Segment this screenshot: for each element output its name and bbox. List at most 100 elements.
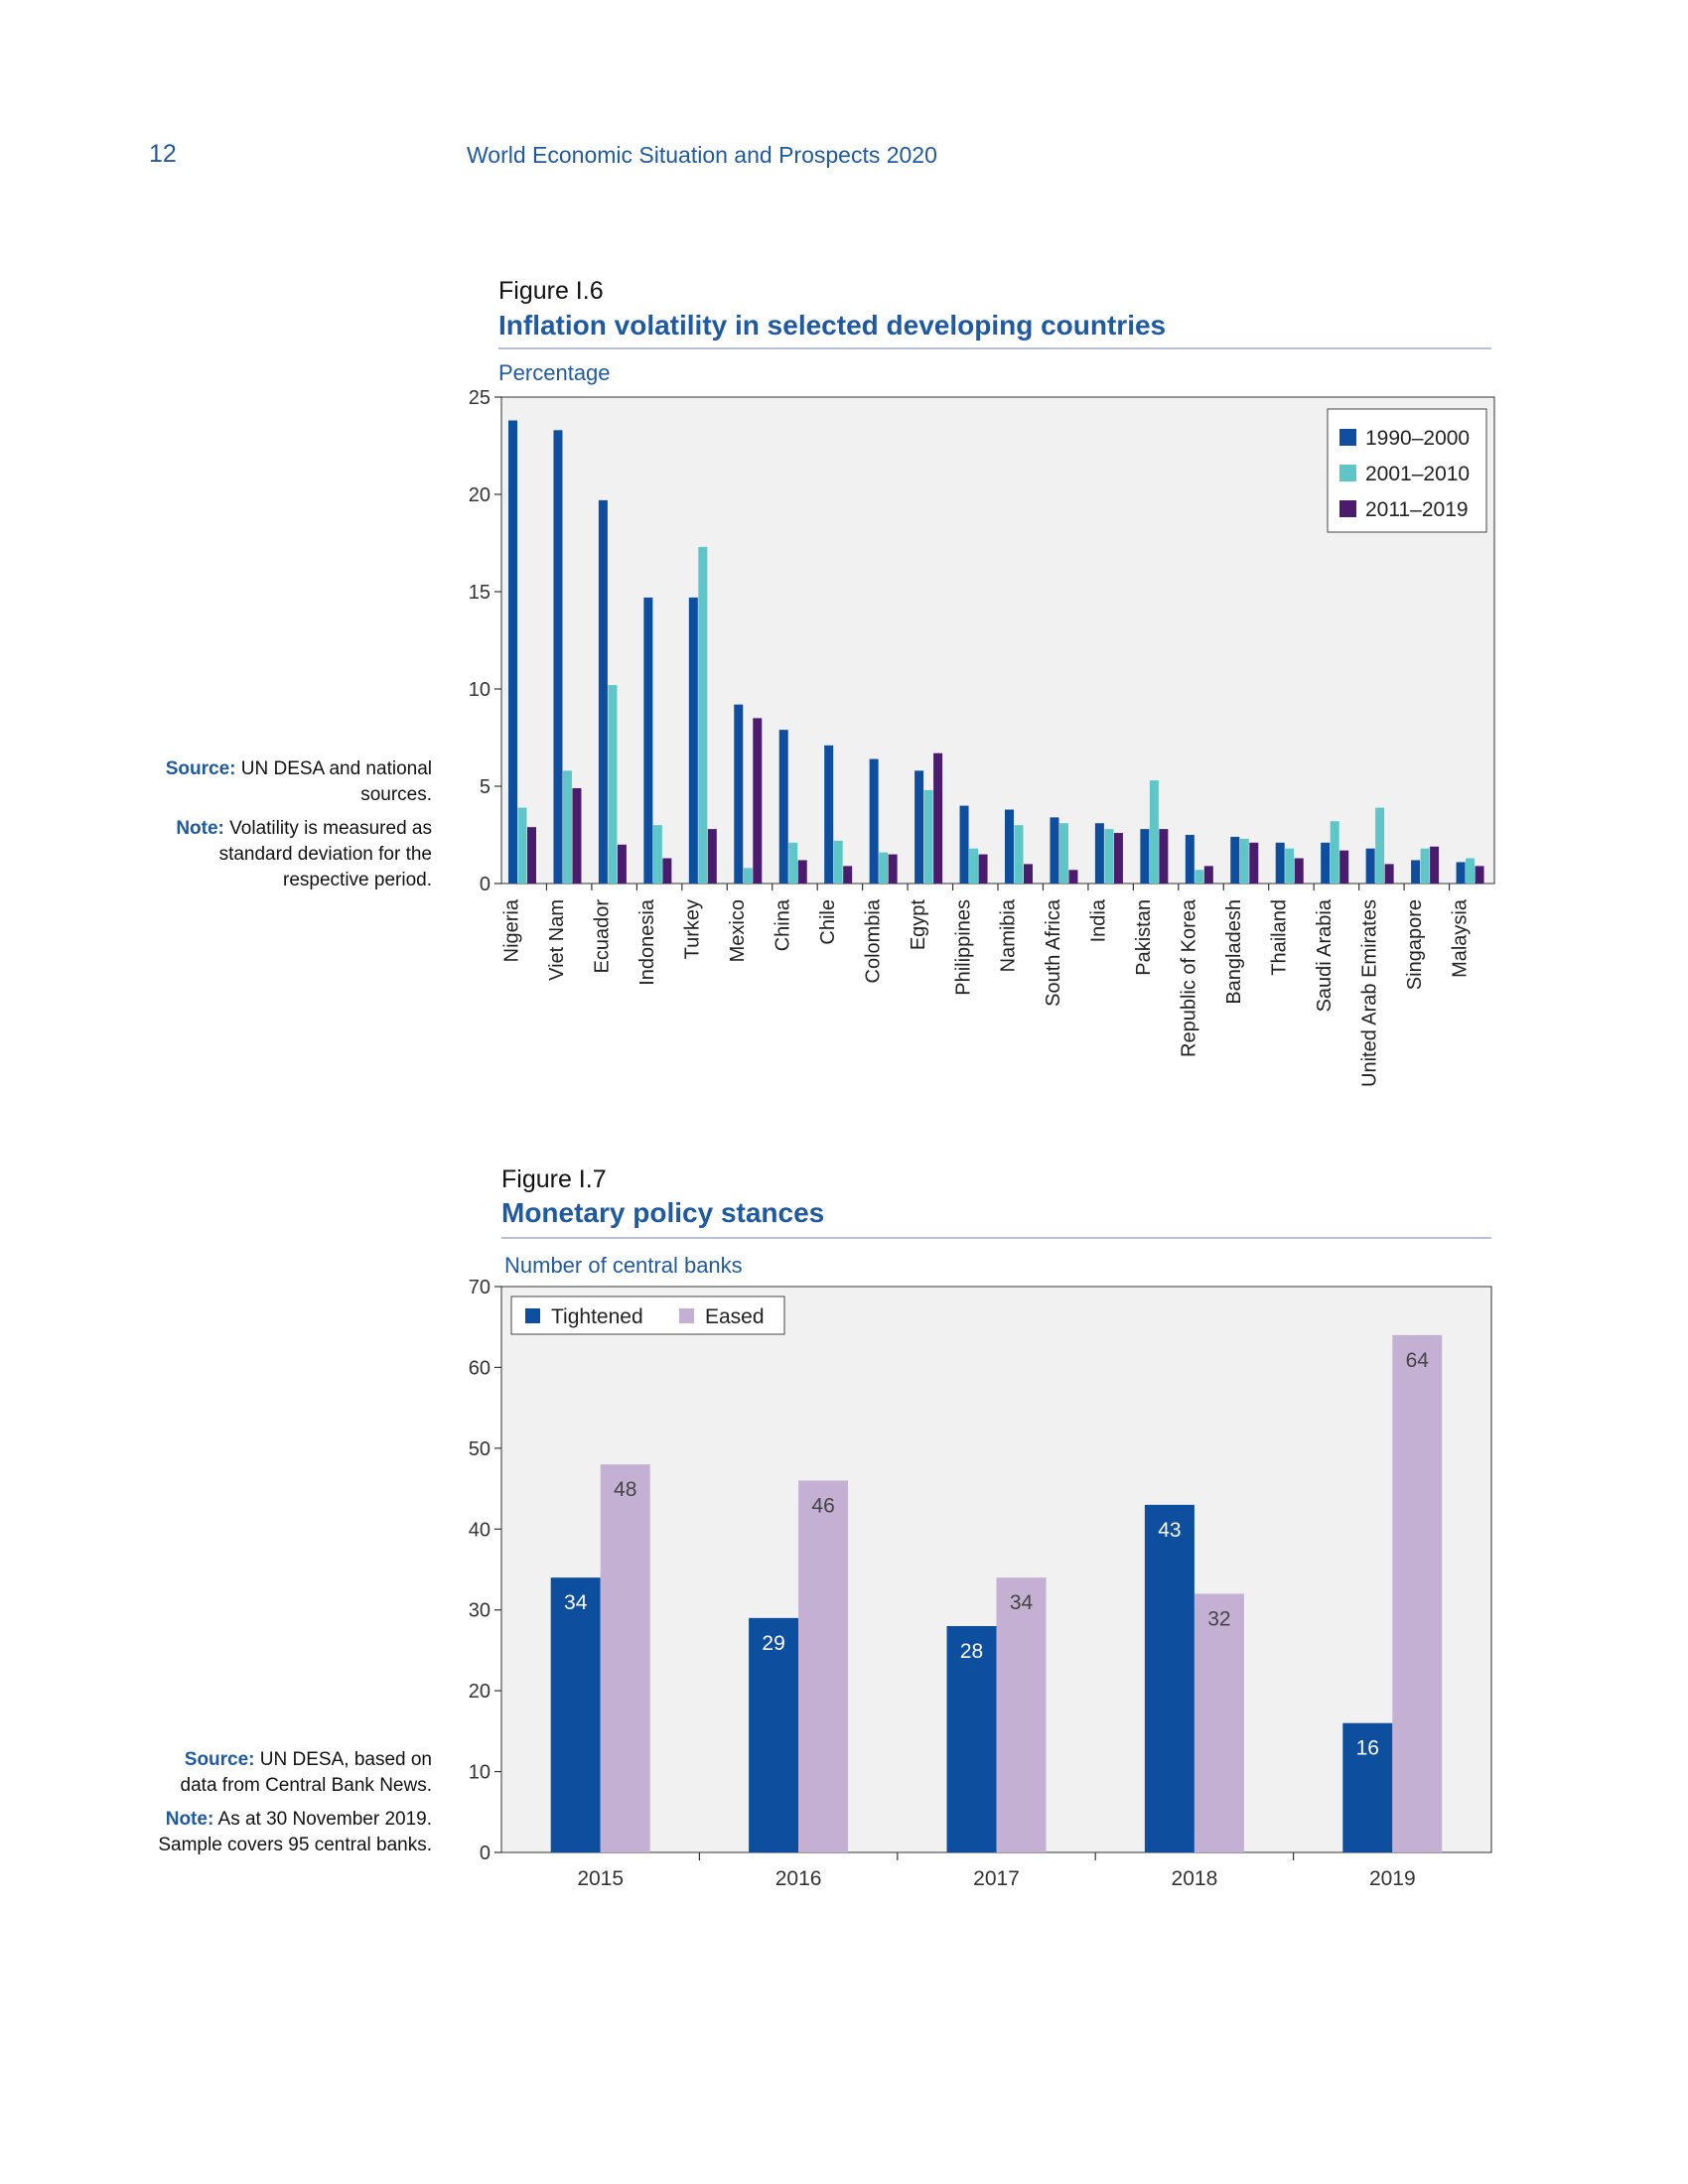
bar-philippines-1990-2000 xyxy=(959,805,969,884)
bar-singapore-2011-2019 xyxy=(1430,846,1440,884)
bar-philippines-2001-2010 xyxy=(969,848,979,884)
figure-6-notes: Source: UN DESA and national sources. No… xyxy=(144,756,432,901)
bar-indonesia-2001-2010 xyxy=(652,825,662,884)
bar-pakistan-2011-2019 xyxy=(1159,829,1169,884)
data-label-2015-eased: 48 xyxy=(614,1478,636,1501)
bar-bangladesh-2001-2010 xyxy=(1239,838,1249,884)
y-tick-label: 20 xyxy=(469,484,491,506)
figure-7-rule xyxy=(501,1237,1491,1239)
bar-india-2001-2010 xyxy=(1104,829,1114,884)
y-tick-label: 20 xyxy=(469,1681,491,1703)
bar-malaysia-1990-2000 xyxy=(1456,862,1466,884)
x-tick-label-egypt: Egypt xyxy=(908,899,929,951)
x-tick-label-pakistan: Pakistan xyxy=(1133,899,1155,976)
x-tick-label-philippines: Philippines xyxy=(952,899,974,996)
bar-2016-eased xyxy=(798,1480,849,1852)
bar-republic-of-korea-2011-2019 xyxy=(1203,866,1213,884)
legend-label-eased: Eased xyxy=(705,1305,765,1328)
bar-viet-nam-2001-2010 xyxy=(562,770,572,884)
bar-namibia-2011-2019 xyxy=(1024,864,1033,884)
y-tick-label: 0 xyxy=(480,874,491,895)
bar-chile-2011-2019 xyxy=(843,866,853,884)
x-tick-label-ecuador: Ecuador xyxy=(592,899,614,974)
bar-saudi-arabia-2011-2019 xyxy=(1339,850,1349,884)
bar-2019-eased xyxy=(1392,1334,1443,1852)
x-tick-label-2017: 2017 xyxy=(973,1867,1020,1890)
x-tick-label-viet-nam: Viet Nam xyxy=(546,899,568,981)
x-tick-label-bangladesh: Bangladesh xyxy=(1223,899,1245,1005)
bar-2018-tightened xyxy=(1144,1504,1195,1852)
bar-2015-tightened xyxy=(550,1577,601,1852)
figure-6-unit: Percentage xyxy=(498,360,611,385)
bar-chile-1990-2000 xyxy=(824,745,834,884)
legend-swatch-2001-2010 xyxy=(1339,465,1356,481)
bar-2017-eased xyxy=(996,1577,1047,1852)
bar-united-arab-emirates-1990-2000 xyxy=(1365,848,1375,884)
bar-namibia-2001-2010 xyxy=(1014,825,1024,884)
bar-thailand-2001-2010 xyxy=(1285,848,1295,884)
running-title: World Economic Situation and Prospects 2… xyxy=(467,142,937,168)
bar-mexico-2001-2010 xyxy=(743,868,753,884)
bar-china-2001-2010 xyxy=(788,842,798,884)
x-tick-label-nigeria: Nigeria xyxy=(501,898,523,962)
bar-nigeria-2001-2010 xyxy=(517,807,527,884)
bar-2018-eased xyxy=(1194,1593,1244,1852)
y-tick-label: 5 xyxy=(480,776,491,798)
data-label-2017-tightened: 28 xyxy=(960,1640,983,1663)
bar-pakistan-1990-2000 xyxy=(1140,829,1150,884)
bar-bangladesh-2011-2019 xyxy=(1249,842,1259,884)
data-label-2015-tightened: 34 xyxy=(564,1591,588,1614)
legend-swatch-eased xyxy=(679,1308,694,1323)
legend-box xyxy=(510,1296,785,1335)
bar-bangladesh-1990-2000 xyxy=(1230,836,1240,884)
y-tick-label: 10 xyxy=(469,1762,491,1784)
bar-colombia-2011-2019 xyxy=(888,854,898,884)
bar-egypt-1990-2000 xyxy=(914,770,924,884)
x-tick-label-2019: 2019 xyxy=(1369,1867,1416,1890)
legend-swatch-2011-2019 xyxy=(1339,500,1356,517)
x-tick-label-china: China xyxy=(772,898,793,951)
bar-south-africa-2001-2010 xyxy=(1058,823,1068,884)
bar-united-arab-emirates-2001-2010 xyxy=(1375,807,1385,884)
x-tick-label-turkey: Turkey xyxy=(682,899,704,959)
y-tick-label: 10 xyxy=(469,679,491,701)
data-label-2019-tightened: 16 xyxy=(1356,1737,1379,1760)
bar-turkey-2001-2010 xyxy=(698,546,708,884)
data-label-2018-tightened: 43 xyxy=(1158,1519,1181,1542)
bar-viet-nam-1990-2000 xyxy=(553,430,563,884)
bar-namibia-1990-2000 xyxy=(1005,809,1014,884)
legend-label-2011-2019: 2011–2019 xyxy=(1365,498,1469,521)
bar-turkey-1990-2000 xyxy=(688,597,698,884)
y-tick-label: 15 xyxy=(469,582,491,604)
bar-ecuador-2011-2019 xyxy=(617,844,627,884)
bar-republic-of-korea-1990-2000 xyxy=(1185,835,1195,884)
x-tick-label-south-africa: South Africa xyxy=(1043,898,1064,1007)
bar-nigeria-1990-2000 xyxy=(508,420,517,884)
bar-2017-tightened xyxy=(946,1626,997,1852)
x-tick-label-namibia: Namibia xyxy=(998,898,1020,972)
y-tick-label: 30 xyxy=(469,1600,491,1622)
bar-republic-of-korea-2001-2010 xyxy=(1195,870,1204,884)
figure-7-title: Monetary policy stances xyxy=(501,1197,825,1228)
bar-2015-eased xyxy=(600,1464,650,1852)
monetary-policy-chart: 0 10 20 30 40 50 60 70 34 48 2015 29 46 2016 28 34 2017 4… xyxy=(469,1277,1492,1890)
bar-singapore-2001-2010 xyxy=(1420,848,1430,884)
bar-india-2011-2019 xyxy=(1113,833,1123,884)
x-tick-label-colombia: Colombia xyxy=(862,898,884,983)
bar-china-2011-2019 xyxy=(797,860,807,884)
bar-india-1990-2000 xyxy=(1094,823,1104,884)
bar-thailand-1990-2000 xyxy=(1275,842,1285,884)
bar-indonesia-2011-2019 xyxy=(662,858,672,884)
bar-malaysia-2011-2019 xyxy=(1475,866,1484,884)
x-tick-label-malaysia: Malaysia xyxy=(1449,898,1471,978)
bar-singapore-1990-2000 xyxy=(1411,860,1421,884)
bar-colombia-2001-2010 xyxy=(879,852,889,884)
y-tick-label: 60 xyxy=(469,1357,491,1379)
bar-2019-tightened xyxy=(1342,1722,1393,1852)
figure-7-note: Note: As at 30 November 2019. Sample cov… xyxy=(158,1809,432,1855)
bar-egypt-2011-2019 xyxy=(933,752,943,884)
data-label-2016-eased: 46 xyxy=(811,1494,834,1517)
bar-saudi-arabia-2001-2010 xyxy=(1330,821,1339,884)
x-tick-label-united-arab-emirates: United Arab Emirates xyxy=(1358,899,1380,1087)
bar-mexico-2011-2019 xyxy=(753,718,763,884)
